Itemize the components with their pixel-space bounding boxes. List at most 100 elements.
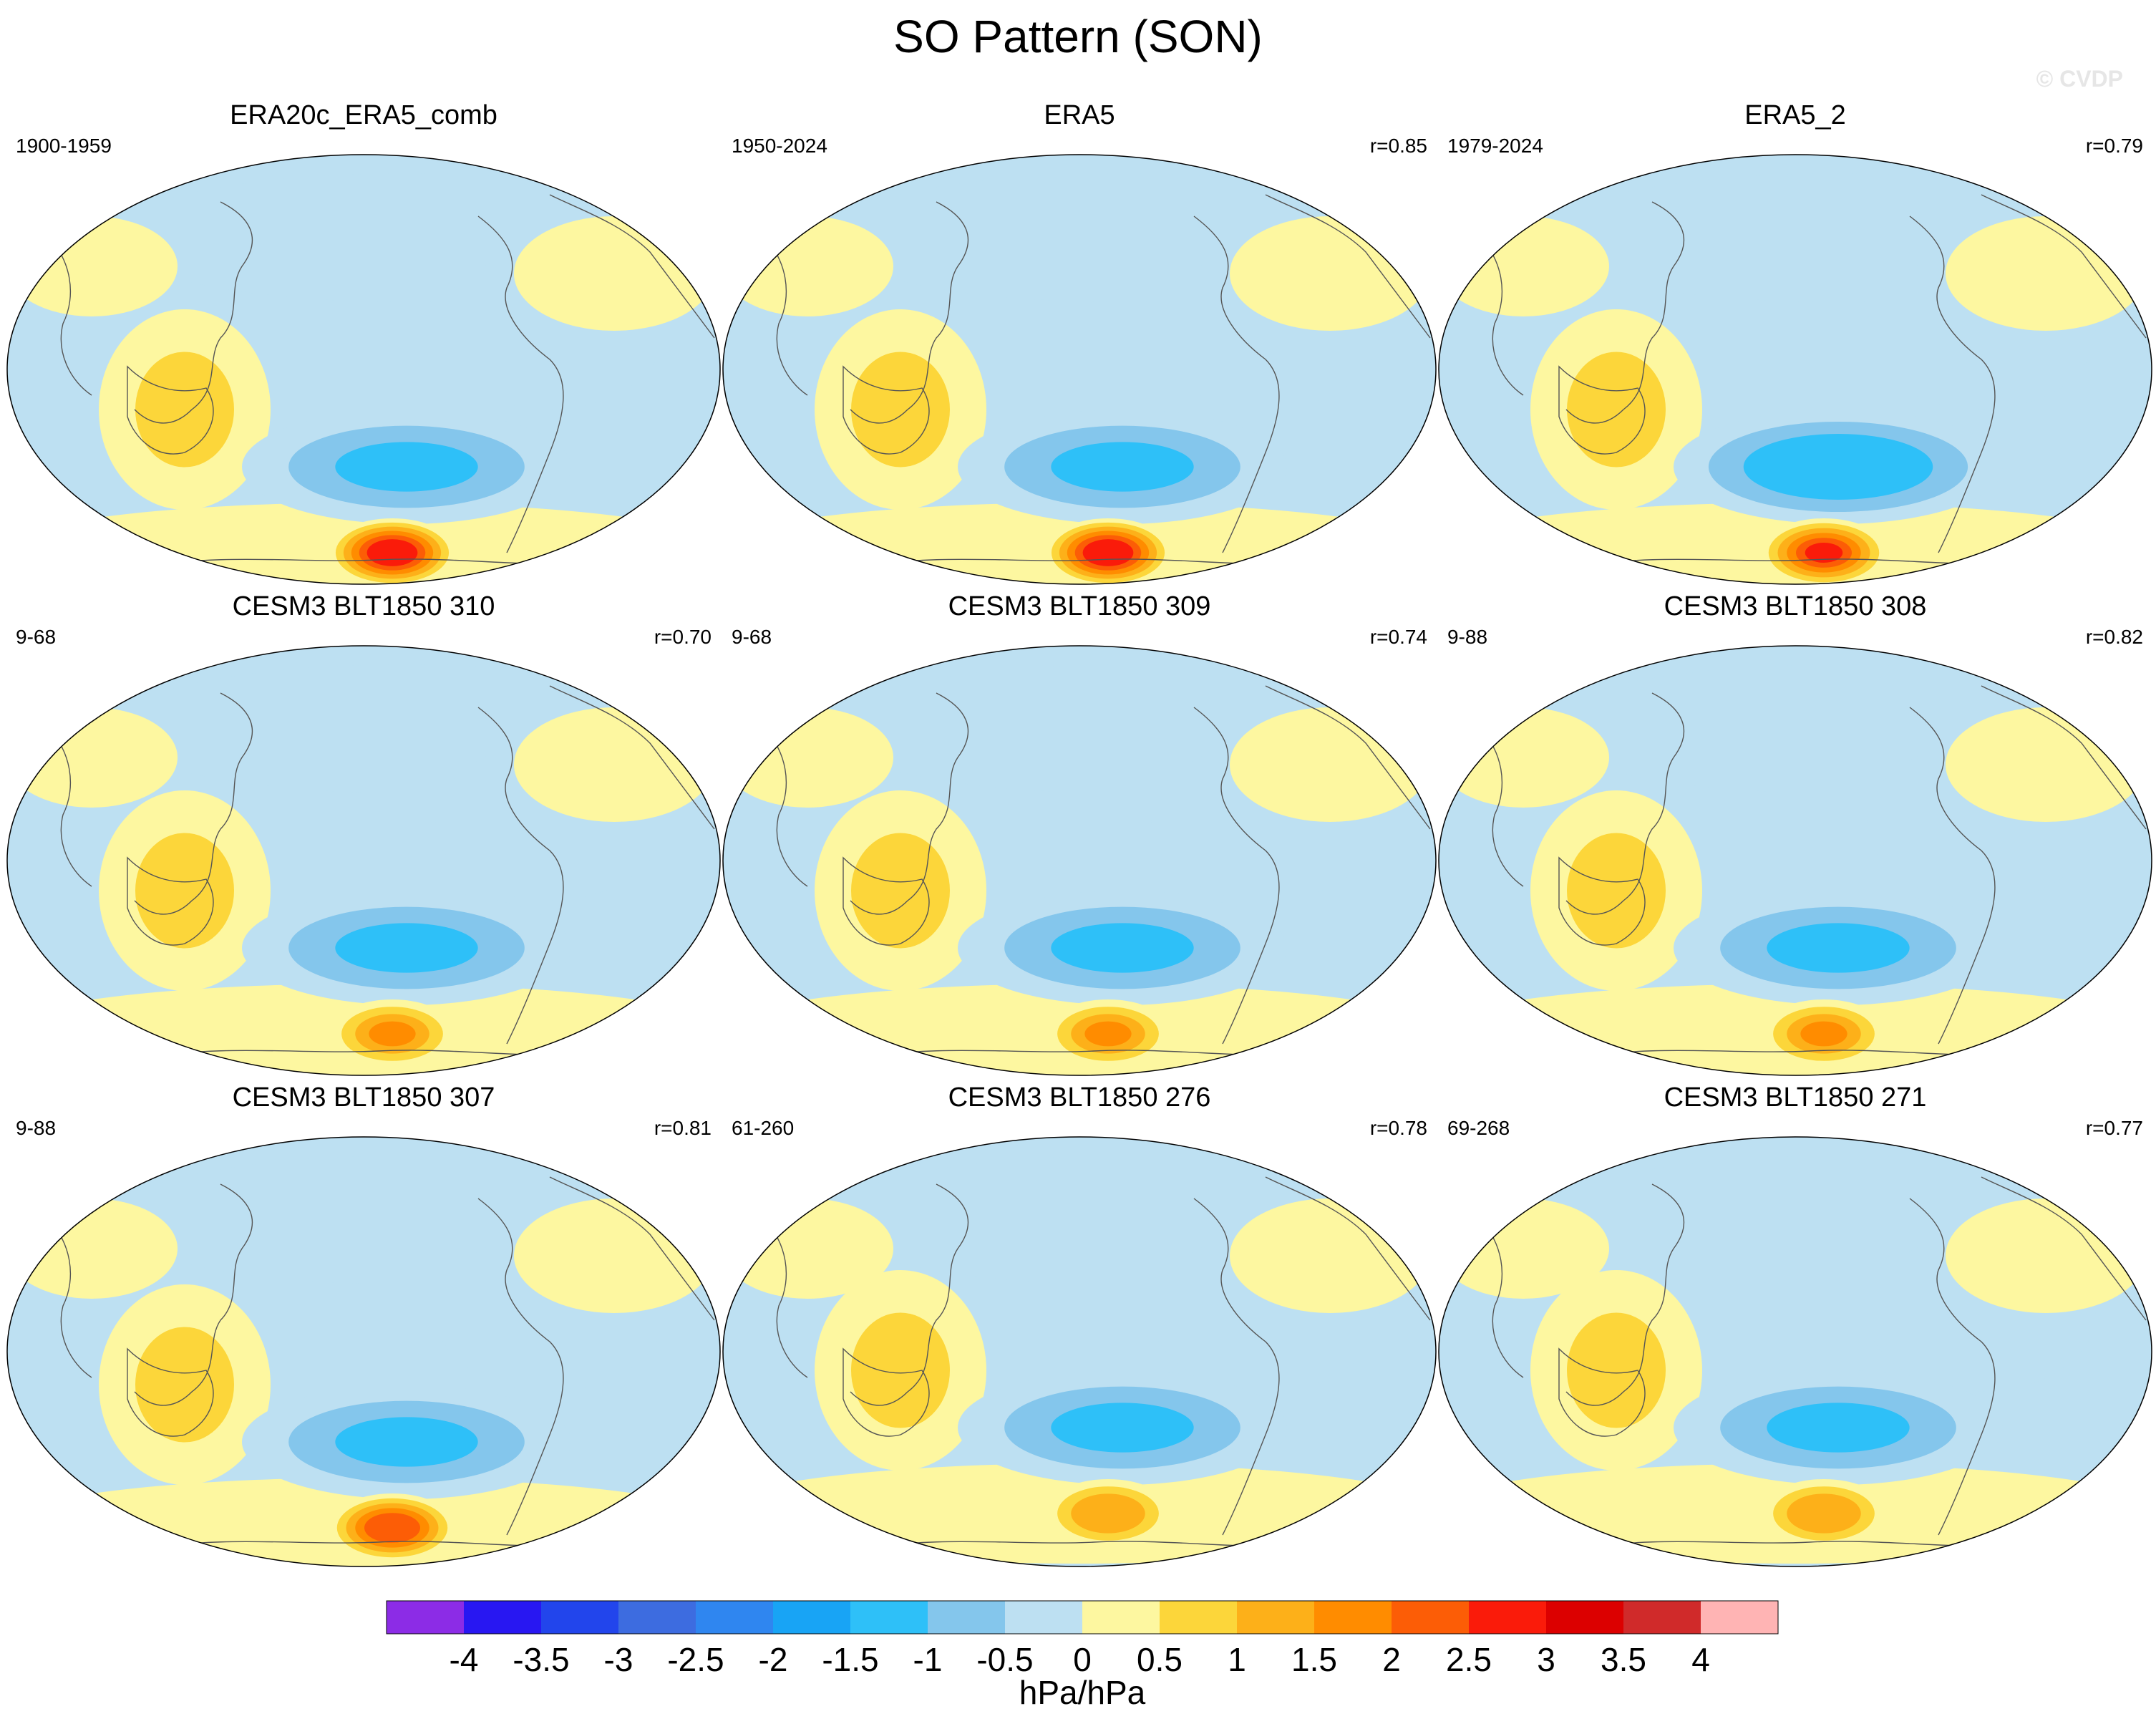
panel-correlation: r=0.78 [1369,1117,1427,1139]
map-plot [1438,1136,2152,1567]
colorbar-tick-label: 2.5 [1446,1641,1492,1678]
panel-years: 9-88 [16,1117,57,1139]
coastline [1480,237,1524,396]
colorbar-tick-label: -3.5 [513,1641,569,1678]
panel-title: ERA5 [1044,100,1115,130]
colorbar-units: hPa/hPa [1019,1674,1146,1711]
coastline [127,1347,214,1437]
colorbar-tick-label: 3 [1537,1641,1555,1678]
panel-title: ERA5_2 [1744,100,1846,130]
coastline [1265,194,1431,339]
map-border [1438,645,2152,1076]
contour-level [335,1417,478,1467]
panel-correlation: r=0.70 [654,626,712,648]
panel-4: CESM3 BLT1850 310 9-68 r=0.70 [6,591,722,1078]
panel-years: 69-268 [1447,1117,1510,1139]
panel-5: CESM3 BLT1850 309 9-68 r=0.74 [722,591,1437,1078]
colorbar-tick-label: -3 [604,1641,633,1678]
contour-level [1051,923,1194,973]
panel-9: CESM3 BLT1850 271 69-268 r=0.77 [1437,1083,2153,1569]
coastline [1480,1219,1524,1378]
contour-fill [1439,646,2152,1075]
colorbar-tick-label: 2 [1382,1641,1401,1678]
colorbar-tick-label: 0.5 [1137,1641,1183,1678]
map-plot [1438,645,2152,1076]
map-border [6,1136,721,1567]
contour-level [1767,1403,1910,1453]
contour-level [1051,1403,1194,1453]
coastline [843,1347,930,1437]
panel-8: CESM3 BLT1850 276 61-260 r=0.78 [722,1083,1437,1569]
coastline [764,237,808,396]
contour-level [1767,923,1910,973]
coastline [764,1219,808,1378]
coastline [549,194,715,339]
map-border [1438,1136,2152,1567]
figure-title: SO Pattern (SON) [893,11,1263,62]
colorbar-tick-label: -4 [450,1641,479,1678]
colorbar-box [1314,1601,1392,1634]
panel-title: ERA20c_ERA5_comb [230,100,497,130]
coastline [477,1198,564,1536]
panel-correlation: r=0.74 [1369,626,1427,648]
watermark: © CVDP [2036,66,2123,92]
colorbar-box [850,1601,928,1634]
colorbar-tick-label: -2.5 [667,1641,724,1678]
map-border [1438,154,2152,585]
panel-years: 1979-2024 [1447,135,1543,157]
panel-correlation: r=0.85 [1369,135,1427,157]
panel-correlation: r=0.77 [2085,1117,2143,1139]
panel-1: ERA20c_ERA5_comb 1900-1959 [6,100,722,587]
coastline [850,1183,969,1406]
colorbar-box [618,1601,696,1634]
contour-level [1071,1493,1145,1534]
map-plot [722,1136,1437,1567]
panel-years: 9-68 [16,626,57,648]
coastlines [764,685,1431,1059]
colorbar-frame [386,1600,1779,1634]
map-border [722,154,1437,585]
coastline [1480,728,1524,887]
contour-level [1567,352,1666,468]
coastline [477,707,564,1045]
colorbar-tick-label: 1 [1228,1641,1246,1678]
colorbar-tick-label: -2 [759,1641,788,1678]
colorbar-box [387,1601,464,1634]
colorbar-box [1546,1601,1623,1634]
coastline [1558,856,1646,946]
map-border [6,645,721,1076]
panel-years: 1900-1959 [16,135,112,157]
contour-fill [723,155,1436,584]
colorbar-tick-label: 0 [1073,1641,1092,1678]
map-border [6,154,721,585]
coastline [843,856,930,946]
colorbar-tick-label: -0.5 [976,1641,1033,1678]
coastline [477,215,564,553]
panel-years: 61-260 [732,1117,795,1139]
coastline [134,692,253,915]
colorbar-tick-label: -1.5 [822,1641,878,1678]
map-plot [722,645,1437,1076]
colorbar-box [1392,1601,1469,1634]
coastline [127,856,214,946]
colorbar-box [1623,1601,1701,1634]
colorbar-tick-label: 1.5 [1291,1641,1337,1678]
contour-level [1787,1493,1861,1534]
panel-years: 9-88 [1447,626,1488,648]
map-border [722,1136,1437,1567]
colorbar-tick-label: -1 [913,1641,943,1678]
coastline [1558,365,1646,455]
contour-level [135,352,234,468]
colorbar-box [1005,1601,1082,1634]
colorbar-box [773,1601,850,1634]
panel-title: CESM3 BLT1850 310 [232,591,495,621]
colorbar-box [541,1601,618,1634]
panel-correlation: r=0.81 [654,1117,712,1139]
coastline [48,237,92,396]
map-plot [6,645,721,1076]
panel-title: CESM3 BLT1850 271 [1664,1083,1927,1113]
contour-level [335,923,478,973]
coastline [549,1176,715,1321]
coastline [843,365,930,455]
panel-correlation: r=0.79 [2085,135,2143,157]
